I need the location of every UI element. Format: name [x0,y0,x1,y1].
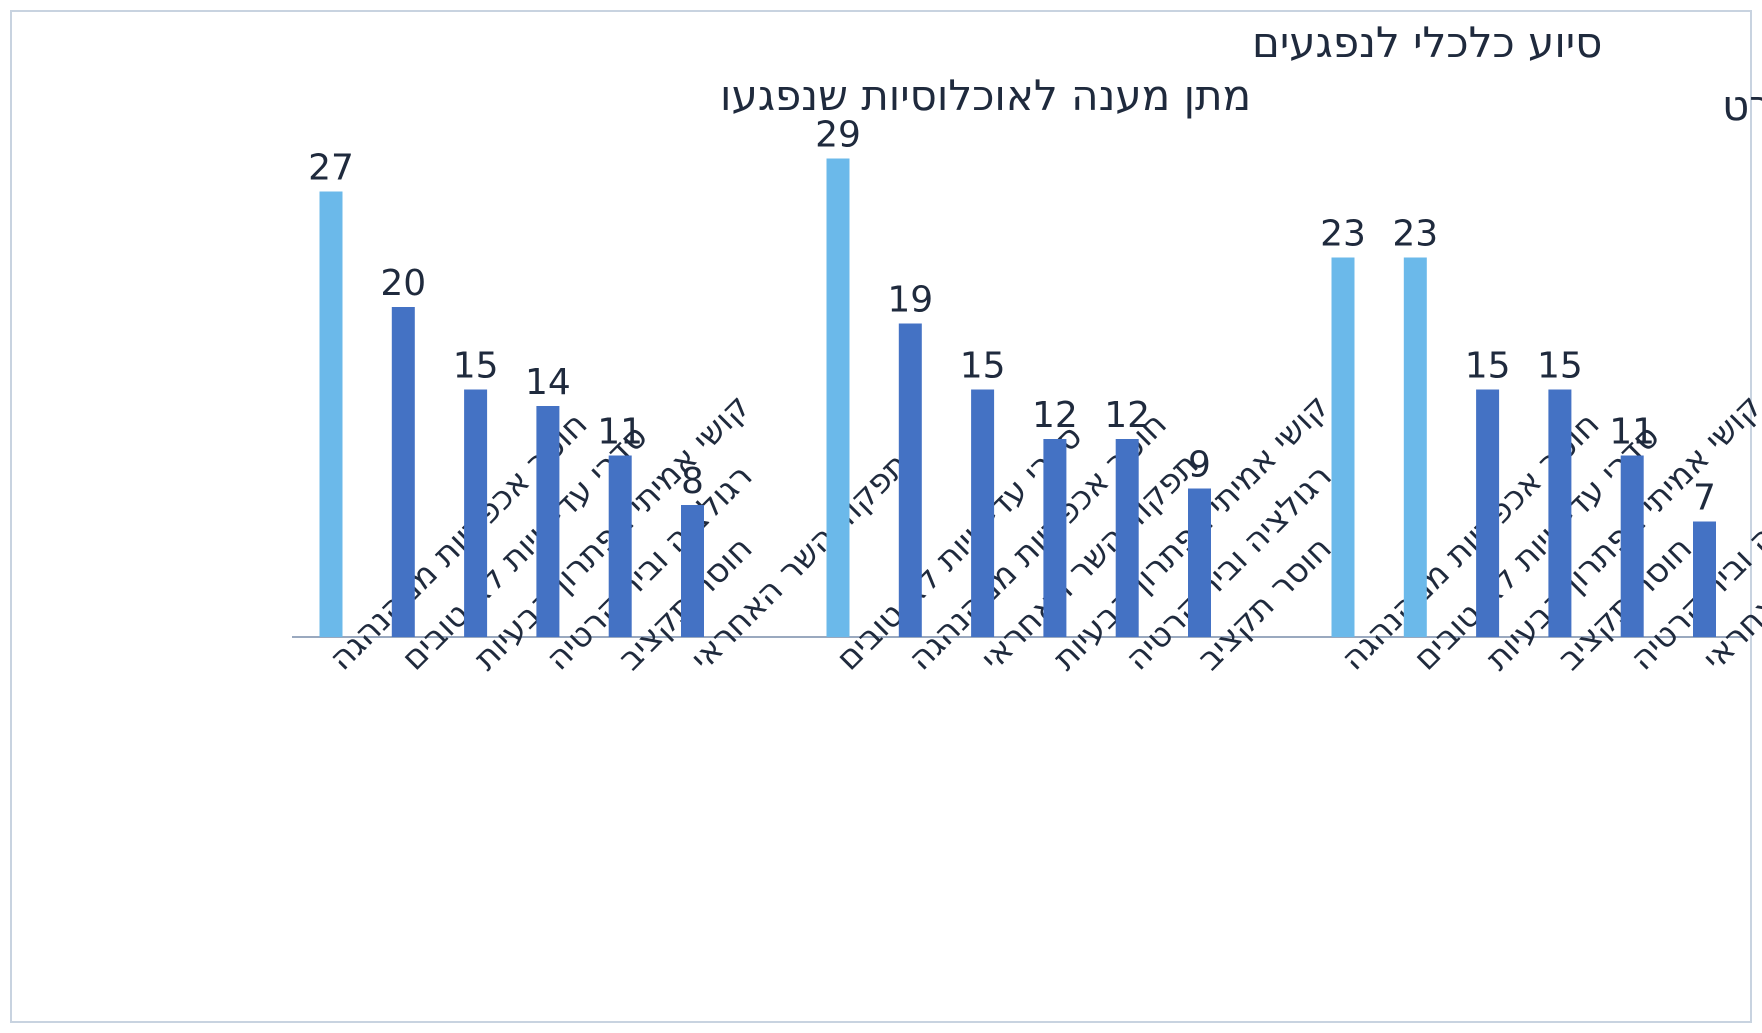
data-label: 15 [453,346,499,387]
bar [608,455,632,637]
panel-title: שירותי רווחה לפרט [1722,81,1762,130]
bar [1620,455,1644,637]
bar [971,389,995,637]
data-label: 11 [597,412,643,453]
data-label: 23 [1392,214,1438,255]
data-label: 29 [815,115,861,156]
data-label: 12 [1032,395,1078,436]
bar [464,389,488,637]
data-label: 19 [887,280,933,321]
data-label: 12 [1104,395,1150,436]
bar [1188,488,1211,637]
bar [681,505,704,637]
data-label: 27 [308,148,354,189]
data-label: 15 [1465,346,1511,387]
data-label: 23 [1320,214,1366,255]
bar [536,406,560,637]
data-label: 15 [960,346,1006,387]
bar [1693,521,1716,637]
bar [1043,439,1067,637]
bar [1115,439,1139,637]
bar [1403,257,1427,637]
bar [826,158,850,637]
data-label: 20 [380,263,426,304]
panel-title: מתן מענה לאוכלוסיות שנפגעו [720,71,1251,120]
frame-border [10,10,1752,1023]
data-label: 7 [1693,478,1716,519]
bar [1476,389,1500,637]
data-label: 9 [1188,445,1211,486]
data-label: 11 [1609,412,1655,453]
data-label: 14 [525,362,571,403]
bar [1548,389,1572,637]
bar [319,191,343,637]
data-label: 8 [681,461,704,502]
bar [391,307,415,637]
bar [1331,257,1355,637]
data-label: 15 [1537,346,1583,387]
bar [898,323,922,637]
panel-title: סיוע כלכלי לנפגעים [1252,18,1602,67]
